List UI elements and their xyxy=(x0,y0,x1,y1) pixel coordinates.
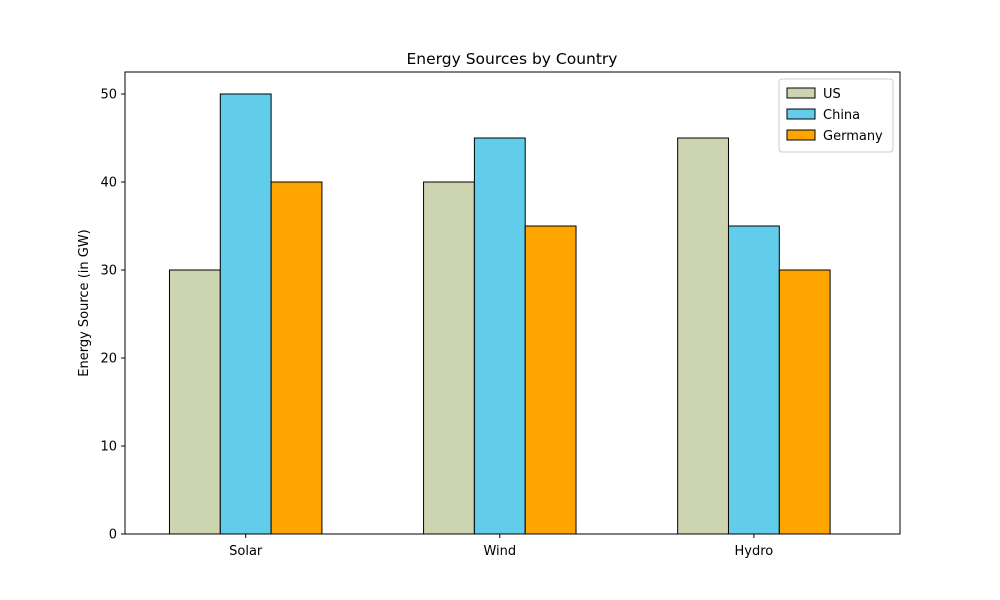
y-tick-label: 10 xyxy=(100,440,117,455)
x-tick-label: Hydro xyxy=(735,544,774,559)
bar-china-hydro xyxy=(727,225,780,535)
y-axis-label: Energy Source (in GW) xyxy=(77,229,92,376)
y-tick-label: 30 xyxy=(100,264,117,279)
legend-label-china: China xyxy=(823,108,860,123)
x-tick-label: Wind xyxy=(483,544,516,559)
legend: US China Germany xyxy=(778,78,894,153)
y-tick-label: 40 xyxy=(100,176,117,191)
chart-title: Energy Sources by Country xyxy=(407,50,618,68)
legend-swatch-us xyxy=(786,87,816,99)
bar-us-solar xyxy=(168,269,221,535)
axes-layer: 0 10 20 30 40 50 Solar Wind Hydro xyxy=(100,71,901,559)
legend-label-germany: Germany xyxy=(823,129,883,144)
y-tick-label: 50 xyxy=(100,88,117,103)
bar-germany-hydro xyxy=(778,269,831,535)
bar-germany-solar xyxy=(270,181,323,535)
y-tick-label: 20 xyxy=(100,352,117,367)
y-tick-label: 0 xyxy=(109,528,117,543)
bar-china-solar xyxy=(219,93,272,535)
legend-swatch-china xyxy=(786,108,816,120)
bar-germany-wind xyxy=(524,225,577,535)
bars-layer xyxy=(168,93,831,535)
plot-frame xyxy=(124,71,901,535)
x-tick-label: Solar xyxy=(229,544,263,559)
legend-swatch-germany xyxy=(786,129,816,141)
bar-us-wind xyxy=(423,181,475,535)
bar-china-wind xyxy=(473,137,526,535)
legend-label-us: US xyxy=(823,87,841,102)
bar-us-hydro xyxy=(677,137,729,535)
